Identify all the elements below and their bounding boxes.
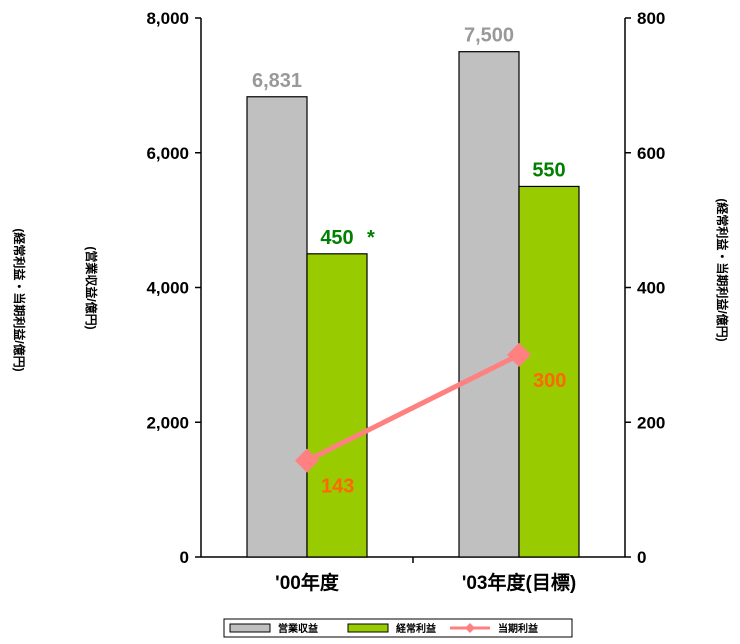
legend-swatch (229, 623, 271, 633)
net-income-line (305, 352, 521, 463)
y-right-tick-label: 400 (637, 279, 665, 298)
y-left-tick-label: 2,000 (146, 413, 189, 432)
bar-revenue (246, 96, 308, 558)
net-income-marker (295, 448, 319, 473)
x-category-label: '00年度 (275, 571, 340, 594)
bar-ordinary-income (518, 185, 580, 558)
y-left-tick-label: 6,000 (146, 144, 189, 163)
axes: 0 0 2,000 200 4,000 400 6,000 600 8,000 800 '00年度 '… (146, 9, 665, 594)
legend-marker (465, 623, 475, 633)
net-income-marker (507, 342, 531, 367)
legend-box (223, 618, 573, 638)
legend-label: 営業収益 (278, 622, 318, 635)
annotation-asterisk: * (367, 227, 375, 249)
line-data-label: 143 (321, 476, 354, 498)
x-category-label: '03年度(目標) (462, 571, 576, 594)
y-right-tick-label: 200 (637, 413, 665, 432)
y-right-tick-label: 0 (637, 548, 646, 567)
y-left-tick-label: 8,000 (146, 9, 189, 28)
bar-data-label: 450 (320, 227, 353, 249)
legend: 営業収益 経常利益 当期利益 (223, 618, 573, 638)
y-left-tick-label: 4,000 (146, 279, 189, 298)
y-left-outer-label: (経常利益・当期利益/億円) (12, 228, 27, 371)
y-left-tick-label: 0 (180, 548, 189, 567)
bars (246, 51, 580, 558)
y-right-tick-label: 600 (637, 144, 665, 163)
bar-data-label: 550 (532, 159, 565, 181)
legend-label: 経常利益 (396, 622, 436, 635)
y-left-label: (営業収益/億円) (84, 246, 99, 329)
legend-label: 当期利益 (498, 622, 538, 635)
line-data-label: 300 (533, 370, 566, 392)
bar-data-label: 7,500 (464, 25, 514, 47)
bar-revenue (458, 51, 520, 558)
y-right-tick-label: 800 (637, 9, 665, 28)
bar-data-label: 6,831 (252, 70, 302, 92)
y-right-label: (経常利益・当期利益/億円) (715, 198, 730, 341)
data-labels: 6,831 450 7,500 550 * 143 300 (252, 25, 566, 498)
bar-ordinary-income (306, 253, 368, 558)
line-series (295, 342, 531, 473)
legend-swatch (347, 623, 389, 633)
